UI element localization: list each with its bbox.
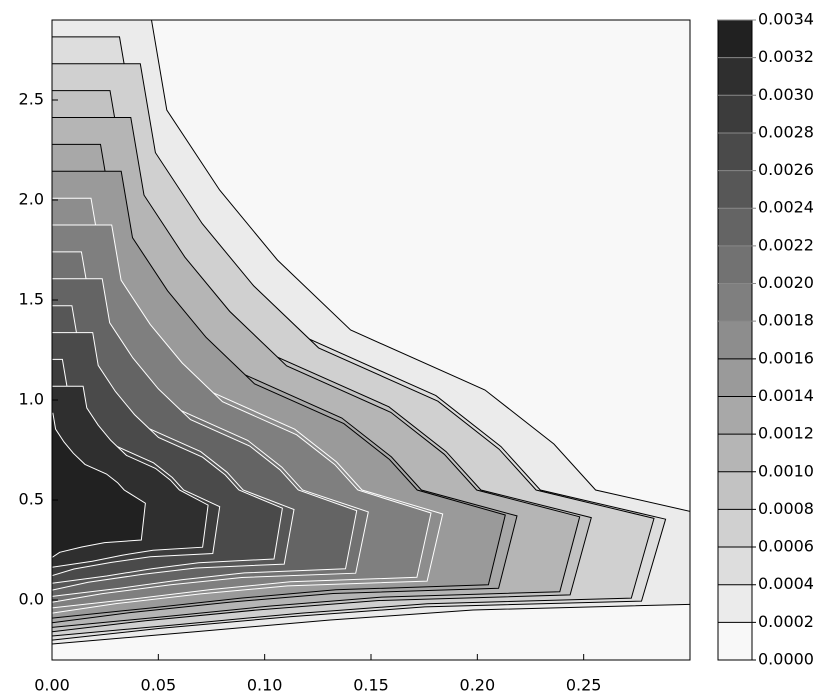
y-tick-label: 1.5 [19, 290, 44, 309]
x-tick-label: 0.25 [566, 676, 602, 695]
x-tick-label: 0.10 [247, 676, 283, 695]
colorbar-tick-label: 0.0006 [758, 537, 814, 556]
colorbar-tick-label: 0.0022 [758, 235, 814, 254]
x-tick-label: 0.00 [34, 676, 70, 695]
colorbar-band [718, 20, 752, 58]
colorbar-band [718, 547, 752, 585]
y-tick-label: 1.0 [19, 390, 44, 409]
colorbar-band [718, 584, 752, 623]
colorbar-tick-label: 0.0018 [758, 311, 814, 330]
colorbar-tick-label: 0.0032 [758, 47, 814, 66]
y-tick-label: 2.0 [19, 190, 44, 209]
y-tick-label: 2.5 [19, 90, 44, 109]
colorbar-band [718, 396, 752, 435]
colorbar-band [718, 321, 752, 359]
colorbar-band [718, 245, 752, 284]
colorbar-band [718, 509, 752, 548]
colorbar-tick-label: 0.0034 [758, 10, 814, 29]
y-tick-label: 0.0 [19, 590, 44, 609]
colorbar-band [718, 471, 752, 510]
colorbar-tick-label: 0.0000 [758, 650, 814, 669]
colorbar-tick-label: 0.0010 [758, 461, 814, 480]
colorbar-band [718, 170, 752, 209]
colorbar-band [718, 132, 752, 171]
colorbar-tick-label: 0.0012 [758, 424, 814, 443]
colorbar-tick-label: 0.0026 [758, 160, 814, 179]
colorbar-band [718, 95, 752, 133]
colorbar-tick-label: 0.0030 [758, 85, 814, 104]
colorbar-tick-label: 0.0004 [758, 574, 814, 593]
colorbar-tick-label: 0.0008 [758, 499, 814, 518]
colorbar-band [718, 622, 752, 660]
colorbar-band [718, 358, 752, 397]
x-tick-label: 0.20 [460, 676, 496, 695]
colorbar-tick-label: 0.0028 [758, 122, 814, 141]
colorbar-tick-label: 0.0024 [758, 198, 814, 217]
colorbar-tick-label: 0.0002 [758, 612, 814, 631]
colorbar-tick-label: 0.0020 [758, 273, 814, 292]
plot-area [52, 20, 690, 660]
contour-region [52, 412, 146, 559]
colorbar-band [718, 434, 752, 472]
colorbar-band [718, 57, 752, 96]
colorbar-tick-label: 0.0014 [758, 386, 814, 405]
x-tick-label: 0.05 [141, 676, 177, 695]
colorbar-band [718, 283, 752, 322]
colorbar-tick-label: 0.0016 [758, 348, 814, 367]
x-tick-label: 0.15 [353, 676, 389, 695]
y-tick-label: 0.5 [19, 490, 44, 509]
colorbar-band [718, 208, 752, 246]
